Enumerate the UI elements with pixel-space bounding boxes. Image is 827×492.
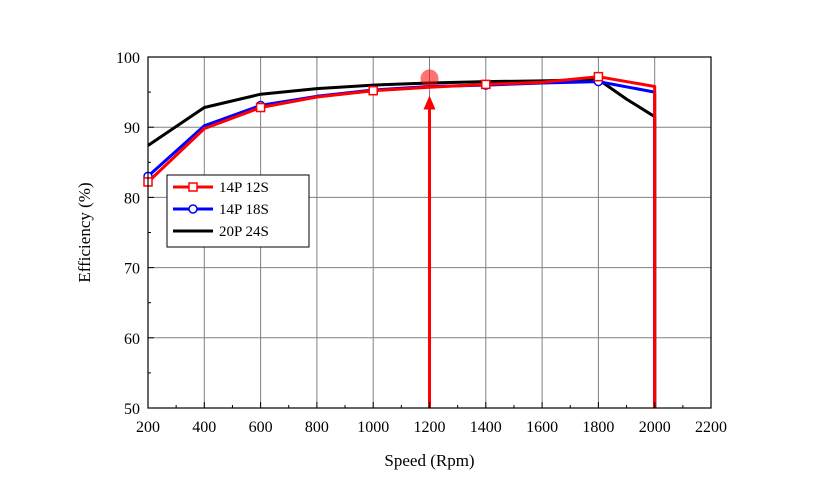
data-point — [593, 71, 604, 82]
series-line — [147, 78, 657, 408]
legend-marker — [188, 204, 198, 214]
y-tick-label: 100 — [116, 50, 140, 67]
legend-label: 14P 12S — [219, 180, 269, 196]
x-tick-label: 1600 — [526, 419, 558, 436]
x-tick-label: 1400 — [470, 419, 502, 436]
legend: 14P 12S 14P 18S 20P 24S — [166, 174, 310, 248]
highlight-point — [420, 69, 439, 88]
annotations — [420, 69, 439, 408]
axis-ticks: 200 400 600 800 1000 1200 1400 1600 1800 2000 2200… — [116, 50, 727, 436]
data-point — [255, 102, 266, 113]
data-point — [368, 85, 378, 96]
legend-label: 14P 18S — [219, 202, 269, 218]
x-tick-label: 2000 — [639, 419, 671, 436]
y-axis-title: Efficiency (%) — [75, 182, 94, 282]
y-tick-label: 70 — [124, 261, 140, 278]
y-tick-label: 50 — [124, 401, 140, 418]
x-tick-label: 1000 — [357, 419, 389, 436]
x-tick-label: 1800 — [582, 419, 614, 436]
x-tick-label: 600 — [249, 419, 273, 436]
x-tick-label: 2200 — [695, 419, 727, 436]
y-tick-label: 90 — [124, 120, 140, 137]
legend-marker — [188, 182, 198, 192]
legend-item: 20P 24S — [173, 224, 269, 240]
x-axis-title: Speed (Rpm) — [384, 451, 474, 470]
y-tick-label: 80 — [124, 190, 140, 207]
x-tick-label: 1200 — [414, 419, 446, 436]
x-tick-label: 200 — [136, 419, 160, 436]
x-tick-label: 400 — [192, 419, 216, 436]
series-20p-24s — [147, 78, 657, 408]
legend-item: 14P 12S — [173, 180, 269, 196]
y-tick-label: 60 — [124, 331, 140, 348]
x-tick-label: 800 — [305, 419, 329, 436]
legend-label: 20P 24S — [219, 224, 269, 240]
data-point — [481, 79, 491, 90]
arrow-head — [423, 95, 436, 110]
legend-item: 14P 18S — [173, 202, 269, 218]
